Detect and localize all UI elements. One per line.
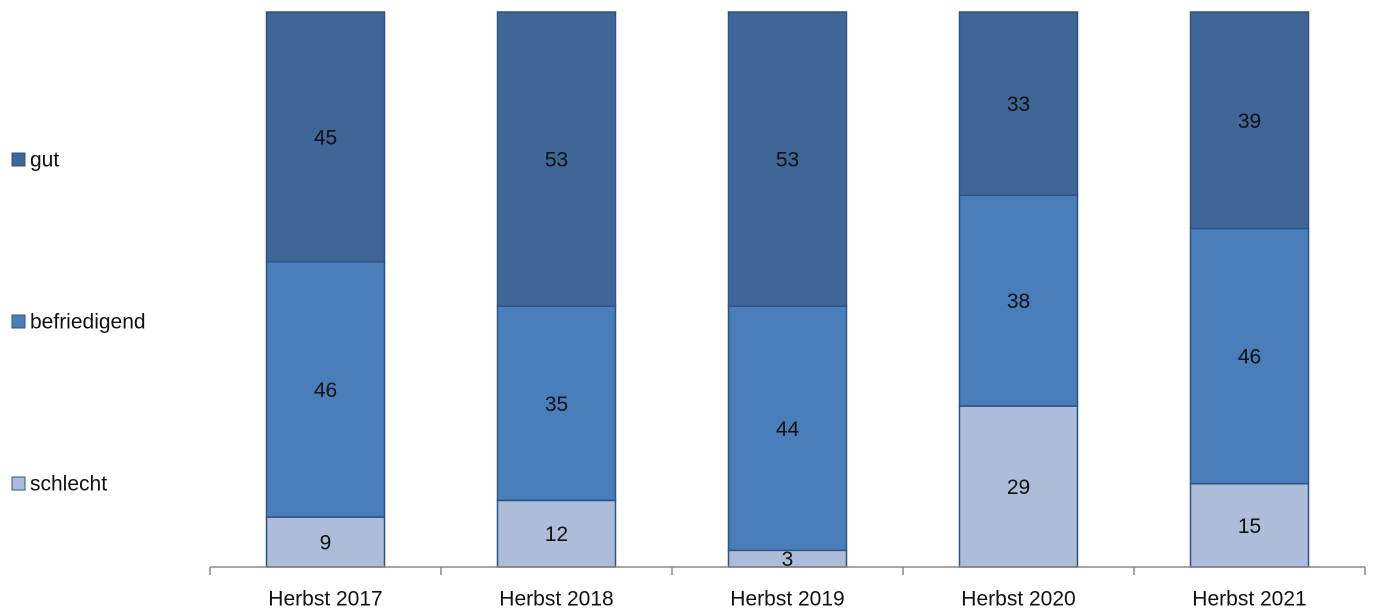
bar-segment: [958, 194, 1079, 407]
x-tick-label: Herbst 2019: [730, 588, 844, 611]
bar-segment: [1189, 11, 1310, 230]
data-label: 29: [1007, 476, 1030, 499]
bar-segment: [1189, 483, 1310, 568]
data-label: 46: [1238, 346, 1261, 369]
bar-segment: [265, 516, 386, 568]
bar-segment: [727, 305, 848, 552]
data-label: 33: [1007, 93, 1030, 116]
bar-segment: [496, 305, 617, 502]
data-label: 15: [1238, 515, 1261, 538]
data-label: 38: [1007, 290, 1030, 313]
data-label: 9: [320, 532, 332, 555]
bar-segment: [496, 11, 617, 307]
data-label: 35: [545, 393, 568, 416]
data-label: 53: [776, 149, 799, 172]
legend-label: befriedigend: [30, 311, 146, 334]
legend-swatch: [11, 152, 26, 167]
x-tick-label: Herbst 2020: [961, 588, 1075, 611]
bar-segment: [265, 261, 386, 518]
data-label: 45: [314, 126, 337, 149]
legend-label: gut: [30, 149, 59, 172]
bar-segment: [496, 499, 617, 568]
bar-segment: [265, 11, 386, 263]
legend-swatch: [11, 314, 26, 329]
x-tick-label: Herbst 2021: [1192, 588, 1306, 611]
data-label: 3: [782, 548, 794, 571]
x-tick-label: Herbst 2017: [268, 588, 382, 611]
bar-segment: [958, 405, 1079, 568]
data-label: 46: [314, 379, 337, 402]
legend-label: schlecht: [30, 473, 107, 496]
data-label: 12: [545, 523, 568, 546]
bar-segment: [1189, 227, 1310, 485]
data-label: 44: [776, 418, 800, 441]
data-label: 39: [1238, 110, 1261, 133]
bar-segment: [727, 11, 848, 307]
bar-segment: [958, 11, 1079, 196]
x-tick-label: Herbst 2018: [499, 588, 613, 611]
data-label: 53: [545, 149, 568, 172]
legend-swatch: [11, 476, 26, 491]
